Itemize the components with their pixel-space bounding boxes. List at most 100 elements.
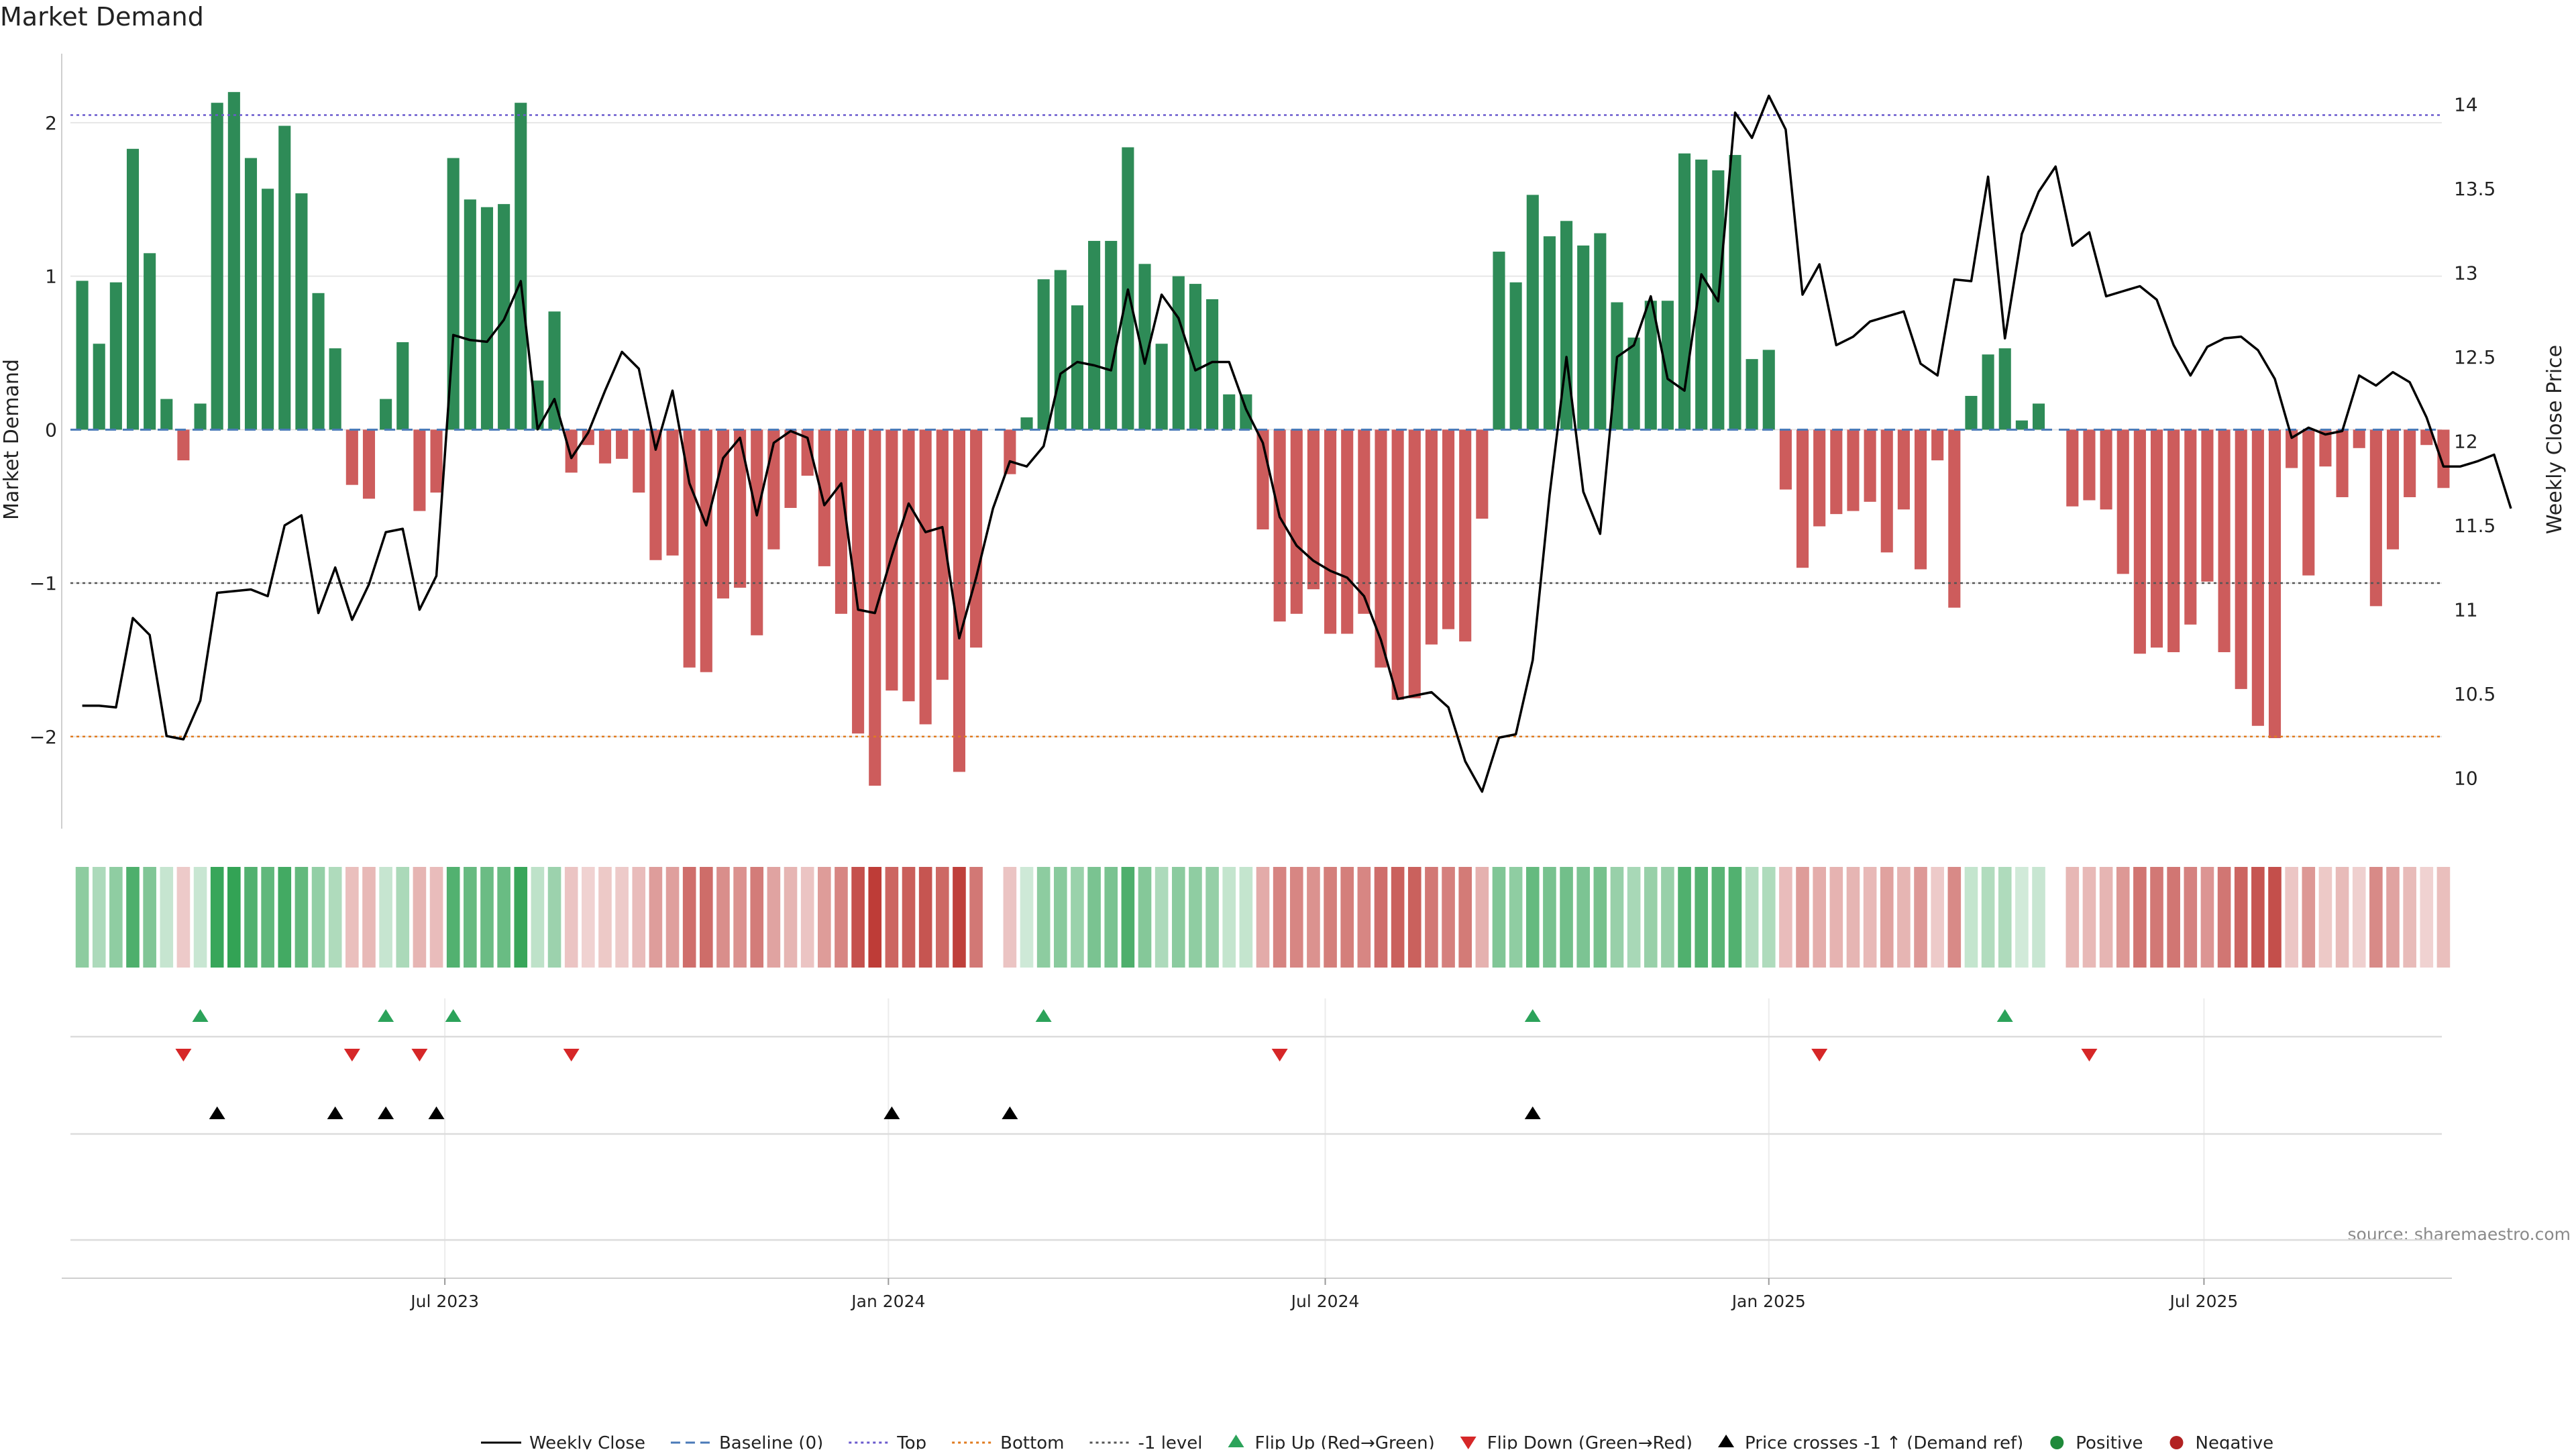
demand-bar-negative (1948, 429, 1961, 608)
heat-cell (160, 867, 174, 968)
heat-cell (446, 867, 460, 968)
demand-bar-negative (2369, 429, 2382, 607)
heat-cell (2251, 867, 2265, 968)
heat-cell (2099, 867, 2113, 968)
demand-bar-negative (1476, 429, 1489, 519)
demand-bar-negative (1830, 429, 1843, 515)
heat-cell (615, 867, 629, 968)
demand-bar-negative (885, 429, 898, 691)
demand-bar-negative (936, 429, 949, 680)
heat-cell (1695, 867, 1708, 968)
heat-cell (1914, 867, 1927, 968)
demand-bar-negative (1290, 429, 1303, 614)
demand-bar-positive (464, 199, 476, 430)
heat-cell (1189, 867, 1202, 968)
demand-bar-positive (1762, 350, 1775, 430)
y-tick-label-left: −2 (30, 726, 57, 748)
price-cross-marker (378, 1106, 394, 1119)
heat-cell (261, 867, 274, 968)
demand-bar-negative (1813, 429, 1826, 527)
legend[interactable]: Weekly Close Baseline (0) Top Bottom -1 leve… (481, 1433, 2274, 1452)
legend-item[interactable]: Top (849, 1433, 926, 1452)
heat-cell (1593, 867, 1607, 968)
legend-item[interactable]: Positive (2050, 1433, 2143, 1452)
y-tick-label-right: 11 (2454, 599, 2478, 621)
heat-cell (1779, 867, 1792, 968)
demand-bar-positive (1206, 299, 1219, 430)
legend-item[interactable]: Bottom (952, 1433, 1065, 1452)
heat-cell (497, 867, 511, 968)
demand-bar-negative (902, 429, 915, 702)
heat-cell (109, 867, 123, 968)
flip-up-marker (378, 1009, 394, 1022)
heat-cell (1458, 867, 1472, 968)
heat-cell (2217, 867, 2231, 968)
legend-item[interactable]: Price crosses -1 ↑ (Demand ref) (1718, 1433, 2023, 1452)
legend-swatch (1718, 1435, 1735, 1447)
demand-bar-negative (1779, 429, 1792, 490)
demand-bar-negative (582, 429, 594, 446)
demand-bar-positive (1493, 252, 1505, 430)
demand-bar-negative (1914, 429, 1927, 570)
legend-item[interactable]: -1 level (1089, 1433, 1203, 1452)
demand-bar-negative (2437, 429, 2450, 488)
demand-bar-negative (2319, 429, 2332, 467)
legend-item[interactable]: Flip Up (Red→Green) (1228, 1433, 1435, 1452)
x-tick-label: Jan 2025 (1731, 1292, 1806, 1311)
heat-cell (2436, 867, 2451, 968)
heat-cell (1036, 867, 1051, 968)
heat-cell (1492, 867, 1506, 968)
heat-cell (1863, 867, 1877, 968)
demand-bar-positive (515, 103, 527, 430)
demand-bar-negative (1442, 429, 1455, 629)
price-cross-marker (327, 1106, 343, 1119)
y-tick-label-right: 11.5 (2454, 515, 2496, 537)
demand-bar-negative (953, 429, 965, 772)
heat-cell (1964, 867, 1978, 968)
price-cross-marker (209, 1106, 225, 1119)
heat-cell (1391, 867, 1405, 968)
heat-cell (1171, 867, 1185, 968)
heat-cell (2133, 867, 2147, 968)
demand-bar-negative (666, 429, 679, 556)
heat-cell (193, 867, 207, 968)
heat-cell (176, 867, 191, 968)
heat-cell (1222, 867, 1236, 968)
heat-cell (767, 867, 781, 968)
demand-bar-negative (1324, 429, 1337, 634)
demand-bar-positive (1020, 417, 1033, 430)
price-cross-marker (428, 1106, 445, 1119)
demand-bar-positive (1172, 276, 1185, 430)
demand-bar-positive (1543, 236, 1556, 430)
demand-bar-negative (2150, 429, 2163, 648)
heat-cell (143, 867, 156, 968)
y-axis-label-right: Weekly Close Price (2543, 345, 2567, 534)
demand-bar-negative (1358, 429, 1371, 614)
y-tick-label-left: 0 (45, 419, 57, 441)
heat-cell (1998, 867, 2012, 968)
heat-cell (2268, 867, 2282, 968)
legend-item[interactable]: Flip Down (Green→Red) (1460, 1433, 1693, 1452)
heat-cell (1711, 867, 1725, 968)
heat-cell (784, 867, 798, 968)
heat-cell (126, 867, 140, 968)
demand-bar-negative (751, 429, 763, 635)
demand-bar-positive (1054, 270, 1067, 430)
heat-cell (1374, 867, 1388, 968)
legend-item[interactable]: Baseline (0) (670, 1433, 823, 1452)
y-tick-label-left: 2 (45, 112, 57, 134)
demand-bar-negative (2167, 429, 2180, 652)
legend-item[interactable]: Negative (2169, 1433, 2274, 1452)
heat-cell (294, 867, 309, 968)
heat-cell (2200, 867, 2214, 968)
legend-label: Flip Up (Red→Green) (1255, 1433, 1435, 1449)
heat-cell (362, 867, 376, 968)
heat-cell (278, 867, 292, 968)
demand-bar-positive (396, 342, 409, 430)
heat-cell (2369, 867, 2383, 968)
legend-item[interactable]: Weekly Close (481, 1433, 645, 1452)
heat-cell (1256, 867, 1270, 968)
heat-cell (1897, 867, 1911, 968)
heat-cell (1661, 867, 1674, 968)
